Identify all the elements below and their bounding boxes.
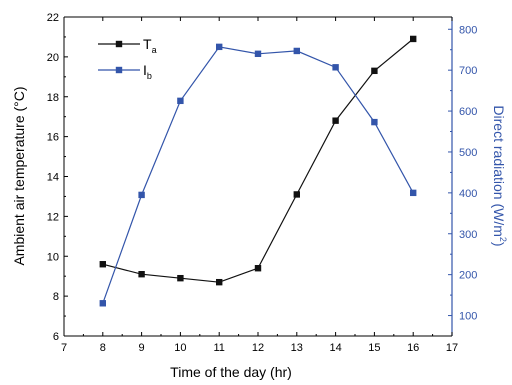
x-tick-label: 16 <box>407 342 419 354</box>
right-y-tick-label: 800 <box>459 24 477 36</box>
axes <box>63 16 453 337</box>
x-tick-label: 15 <box>368 342 380 354</box>
series-line-ib <box>102 46 414 304</box>
x-axis-title: Time of the day (hr) <box>170 364 292 380</box>
legend-marker-ib <box>115 66 123 74</box>
legend-label-ta: Ta <box>143 36 157 55</box>
right-y-tick-label: 500 <box>459 147 477 159</box>
x-tick-label: 9 <box>139 342 145 354</box>
legend-label-main: T <box>143 36 152 52</box>
left-y-tick-label: 14 <box>47 172 59 184</box>
right-y-axis-title-end: ) <box>491 242 507 247</box>
data-point-ta <box>332 117 339 124</box>
data-point-ta <box>99 261 106 268</box>
data-point-ta <box>138 270 145 278</box>
x-tick-label: 12 <box>252 342 264 354</box>
left-y-tick-label: 6 <box>53 331 59 343</box>
data-point-ib <box>410 189 417 197</box>
left-y-tick-label: 16 <box>47 132 59 144</box>
data-point-ib <box>371 118 378 126</box>
legend-label-ib: Ib <box>143 62 152 81</box>
right-y-tick-label: 600 <box>459 106 477 118</box>
left-y-axis-title: Ambient air temperature (°C) <box>11 86 27 265</box>
x-tick-label: 11 <box>213 342 224 354</box>
right-y-tick-label: 400 <box>459 188 477 200</box>
right-y-axis-title-main: Direct radiation (W/m <box>491 105 507 236</box>
data-point-ta <box>216 278 223 286</box>
data-point-ta <box>293 191 300 198</box>
left-y-tick-label: 8 <box>53 291 59 303</box>
data-point-ib <box>138 191 145 199</box>
x-tick-label: 10 <box>174 342 186 354</box>
data-point-ta <box>177 274 184 282</box>
right-y-tick-label: 200 <box>459 270 477 282</box>
series <box>99 35 417 307</box>
right-y-tick-label: 700 <box>459 65 477 77</box>
left-y-tick-label: 22 <box>47 12 59 24</box>
left-y-tick-label: 20 <box>47 52 59 64</box>
right-y-tick-label: 100 <box>459 311 477 323</box>
right-y-axis-title-sup: 2 <box>498 237 508 242</box>
data-point-ta <box>254 265 262 272</box>
data-point-ta <box>371 67 378 75</box>
legend-label-main: I <box>143 62 147 78</box>
left-y-tick-label: 10 <box>47 251 59 263</box>
legend-label-sub: b <box>147 71 152 81</box>
data-point-ta <box>410 35 417 43</box>
data-point-ib <box>99 300 106 307</box>
x-tick-label: 8 <box>100 342 106 354</box>
right-y-axis-title: Direct radiation (W/m2) <box>491 105 508 246</box>
legend-label-sub: a <box>152 45 157 55</box>
left-y-tick-label: 12 <box>47 211 59 223</box>
data-point-ib <box>216 43 223 51</box>
x-tick-label: 14 <box>329 342 341 354</box>
right-y-tick-label: 300 <box>459 229 477 241</box>
left-y-tick-label: 18 <box>47 92 59 104</box>
data-point-ib <box>254 50 262 58</box>
ticks: 7 8 9 10 11 12 13 14 15 16 17 6 8 10 12 14 16 18 20 22 100 20… <box>47 12 478 354</box>
x-tick-label: 17 <box>446 342 458 354</box>
x-tick-label: 7 <box>61 342 67 354</box>
x-tick-label: 13 <box>291 342 303 354</box>
data-point-ib <box>293 47 300 55</box>
data-point-ib <box>177 97 184 105</box>
data-point-ib <box>332 64 339 71</box>
legend-marker-ta <box>115 40 123 48</box>
